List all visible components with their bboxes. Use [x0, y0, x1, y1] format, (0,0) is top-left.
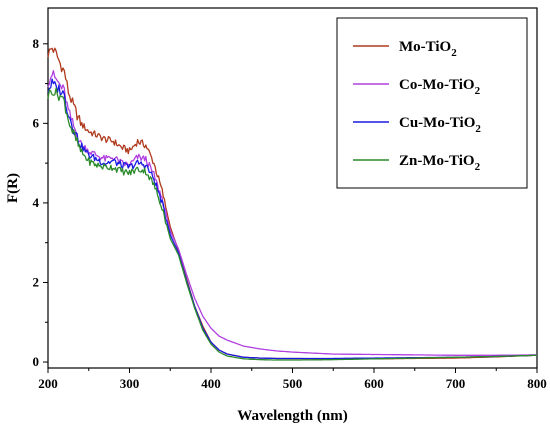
- legend: Mo-TiO2 Co-Mo-TiO2 Cu-Mo-TiO2 Zn-Mo-TiO2: [336, 17, 528, 189]
- x-axis-title: Wavelength (nm): [237, 408, 347, 424]
- x-tick-label: 400: [201, 376, 221, 391]
- y-tick-label: 2: [33, 274, 40, 289]
- y-tick-label: 8: [33, 36, 40, 51]
- y-axis: 0 2 4 6 8: [33, 36, 48, 369]
- y-tick-label: 6: [33, 115, 40, 130]
- x-tick-label: 500: [283, 376, 303, 391]
- series-line-4: [47, 87, 537, 361]
- legend-label: Cu-Mo-TiO2: [399, 115, 481, 135]
- x-tick-label: 700: [446, 376, 466, 391]
- x-axis: 200 300 400 500 600 700 800: [38, 368, 547, 391]
- y-axis-title: F(R): [5, 173, 21, 203]
- series-layer: [47, 47, 537, 361]
- x-tick-label: 300: [120, 376, 140, 391]
- x-tick-label: 600: [364, 376, 384, 391]
- y-tick-label: 4: [33, 195, 40, 210]
- legend-label: Mo-TiO2: [399, 39, 457, 59]
- x-tick-label: 200: [38, 376, 58, 391]
- legend-label: Zn-Mo-TiO2: [399, 153, 481, 173]
- y-tick-label: 0: [33, 354, 40, 369]
- x-tick-label: 800: [527, 376, 547, 391]
- legend-label: Co-Mo-TiO2: [399, 77, 481, 97]
